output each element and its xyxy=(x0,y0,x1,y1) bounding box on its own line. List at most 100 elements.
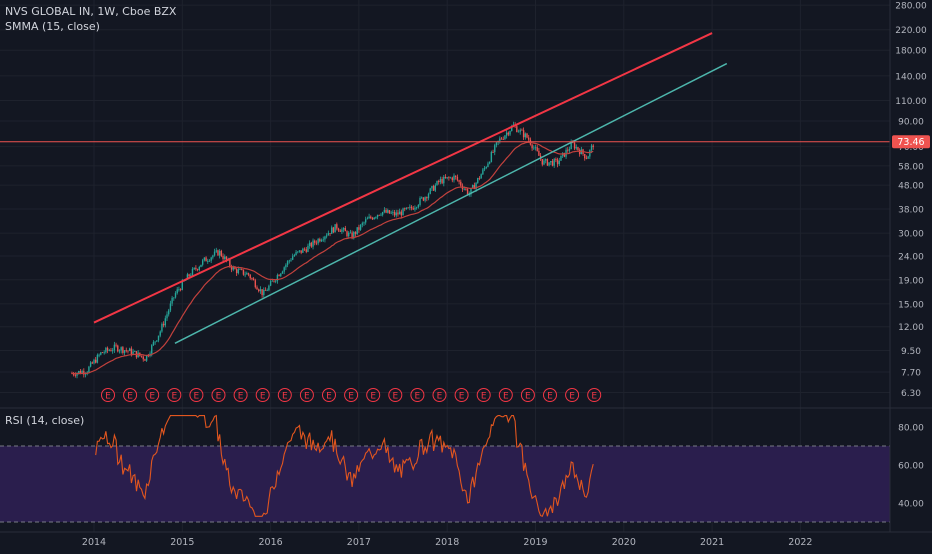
candle-body xyxy=(563,152,566,157)
last-price-label: 73.46 xyxy=(897,137,924,148)
earnings-marker[interactable] xyxy=(189,388,204,402)
earnings-marker-label: E xyxy=(591,392,597,402)
time-axis[interactable]: 2014 2015 2016 2017 2018 2019 2020 2021 2022 xyxy=(82,537,813,548)
candle-body xyxy=(585,158,588,159)
price-tick-label: 280.00 xyxy=(895,2,927,12)
earnings-marker-label: E xyxy=(547,392,553,402)
price-tick-label: 24.00 xyxy=(898,252,924,262)
candle-body xyxy=(322,239,324,241)
candle-body xyxy=(393,211,396,216)
earnings-marker[interactable] xyxy=(498,388,513,402)
earnings-marker[interactable] xyxy=(587,388,602,402)
time-tick-label: 2022 xyxy=(788,537,812,548)
candle-body xyxy=(269,281,272,286)
candle-body xyxy=(417,204,420,208)
earnings-marker[interactable] xyxy=(277,388,292,402)
candle-body xyxy=(470,188,472,195)
rsi-title[interactable]: RSI (14, close) xyxy=(5,414,85,427)
earnings-marker[interactable] xyxy=(432,388,447,402)
candle-body xyxy=(407,207,409,209)
candle-body xyxy=(558,160,560,165)
candle-body xyxy=(263,289,265,296)
candle-body xyxy=(276,275,279,281)
candle-body xyxy=(130,348,133,355)
candle-body xyxy=(166,314,168,319)
indicator-title[interactable]: SMMA (15, close) xyxy=(5,20,100,33)
earnings-marker[interactable] xyxy=(123,388,138,402)
candle-body xyxy=(120,347,122,351)
candlestick-series[interactable] xyxy=(71,121,594,379)
price-tick-label: 110.00 xyxy=(895,97,927,107)
candle-body xyxy=(225,256,228,261)
candle-body xyxy=(117,345,119,352)
candle-body xyxy=(142,356,144,360)
candle-body xyxy=(487,163,489,167)
earnings-marker-label: E xyxy=(370,392,376,402)
candle-body xyxy=(543,160,545,165)
candle-body xyxy=(480,174,482,179)
earnings-marker[interactable] xyxy=(410,388,425,402)
symbol-title[interactable]: NVS GLOBAL IN, 1W, Cboe BZX xyxy=(5,5,177,18)
candle-body xyxy=(234,267,236,270)
time-tick-label: 2018 xyxy=(435,537,459,548)
earnings-marker[interactable] xyxy=(476,388,491,402)
candle-body xyxy=(169,303,172,311)
candle-body xyxy=(405,207,408,210)
earnings-marker[interactable] xyxy=(211,388,226,402)
candle-body xyxy=(222,256,224,260)
candle-body xyxy=(125,350,127,352)
candle-body xyxy=(378,214,380,216)
candle-body xyxy=(528,137,530,140)
candle-body xyxy=(490,151,493,162)
earnings-marker[interactable] xyxy=(322,388,336,402)
candle-body xyxy=(134,351,136,352)
candle-body xyxy=(237,269,240,274)
candle-body xyxy=(295,252,297,256)
earnings-marker[interactable] xyxy=(344,388,359,402)
candle-body xyxy=(103,352,105,354)
candle-body xyxy=(278,275,280,277)
candle-body xyxy=(453,175,455,181)
earnings-marker[interactable] xyxy=(101,388,115,402)
earnings-marker[interactable] xyxy=(520,388,535,402)
candle-body xyxy=(274,280,277,282)
candle-body xyxy=(371,217,374,220)
earnings-marker-label: E xyxy=(260,392,266,402)
candle-body xyxy=(128,348,131,352)
candle-body xyxy=(249,274,251,279)
earnings-marker[interactable] xyxy=(388,388,403,402)
candle-body xyxy=(364,219,367,223)
candle-body xyxy=(370,216,372,218)
candle-body xyxy=(79,370,82,374)
rsi-axis[interactable]: 80.00 60.00 40.00 xyxy=(898,424,924,510)
earnings-marker[interactable] xyxy=(167,388,182,402)
candle-body xyxy=(101,352,104,354)
earnings-marker[interactable] xyxy=(366,388,381,402)
support-trendline[interactable] xyxy=(174,62,728,344)
earnings-marker[interactable] xyxy=(565,388,580,402)
candle-body xyxy=(164,318,167,326)
earnings-marker[interactable] xyxy=(543,388,557,402)
resistance-trendline[interactable] xyxy=(93,32,713,324)
candle-body xyxy=(519,129,521,132)
earnings-marker[interactable] xyxy=(145,388,160,402)
candle-body xyxy=(186,274,189,280)
candle-body xyxy=(414,207,416,210)
candle-body xyxy=(351,232,353,239)
candle-body xyxy=(538,150,540,156)
candle-body xyxy=(531,144,533,149)
candle-body xyxy=(193,267,195,269)
candle-body xyxy=(361,223,363,225)
last-price-badge: 73.46 xyxy=(892,135,930,149)
earnings-marker[interactable] xyxy=(454,388,469,402)
price-axis[interactable]: 280.00220.00180.00140.00110.0090.0070.00… xyxy=(895,2,927,399)
earnings-marker[interactable] xyxy=(233,388,248,402)
candle-body xyxy=(98,354,100,356)
earnings-marker[interactable] xyxy=(255,388,270,402)
earnings-marker[interactable] xyxy=(299,388,314,402)
candle-body xyxy=(200,264,202,268)
candle-body xyxy=(410,206,413,209)
candle-body xyxy=(395,212,397,216)
